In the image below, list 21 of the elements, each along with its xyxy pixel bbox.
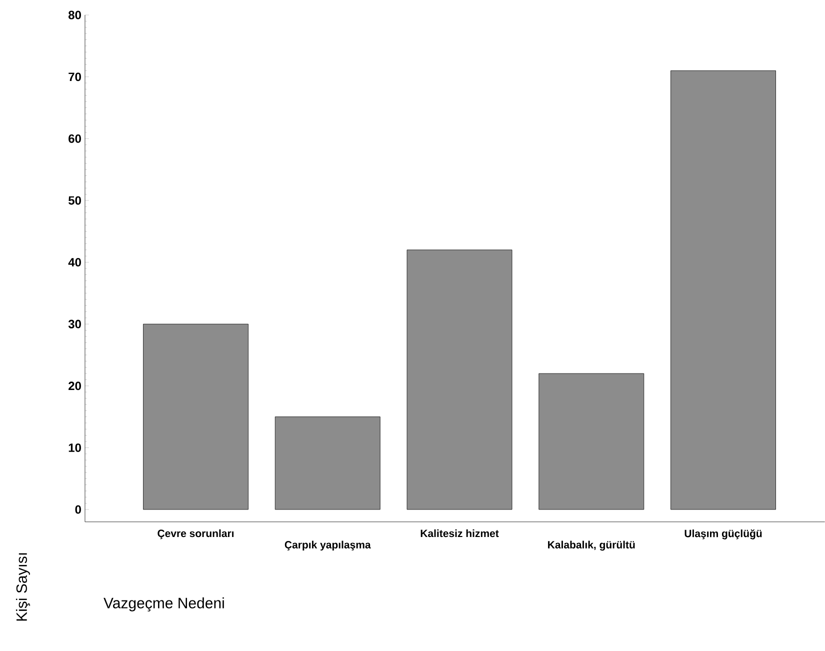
y-tick-label: 70 [68,72,81,82]
y-tick-label: 30 [68,320,81,328]
y-tick-label: 60 [68,134,81,143]
x-tick-label: Ulaşım güçlüğü [684,529,762,540]
bar [538,373,644,510]
x-tick-label: Çevre sorunları [158,529,234,540]
x-tick-label: Çarpık yapılaşma [284,540,371,551]
y-tick-label: 40 [68,258,81,267]
x-axis-title: Vazgeçme Nedeni [104,597,224,612]
bar [143,324,248,510]
y-axis-title: Kişi Sayısı [16,553,30,621]
bar [274,416,380,510]
y-tick-label: 20 [68,382,81,390]
bar [406,250,512,510]
y-tick-label: 80 [68,10,81,20]
bar [670,70,776,510]
y-tick-label: 50 [68,196,81,205]
y-tick-label: 10 [68,444,81,452]
y-tick-label: 0 [75,505,81,514]
x-tick-label: Kalabalık, gürültü [548,540,635,551]
x-tick-label: Kalitesiz hizmet [420,529,499,538]
